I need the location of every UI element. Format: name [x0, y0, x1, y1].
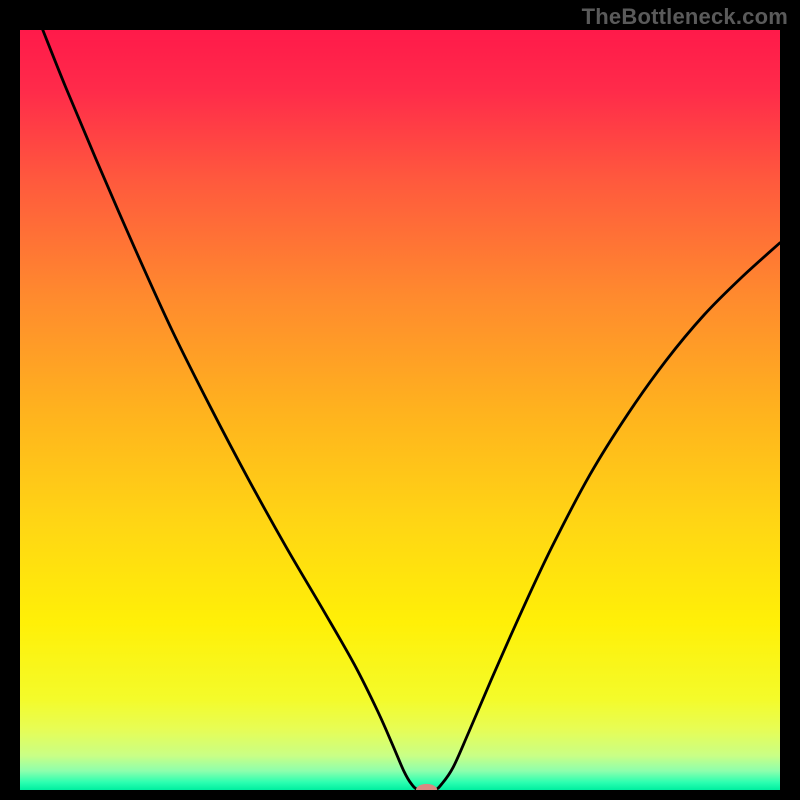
minimum-marker: [416, 784, 437, 796]
watermark-text: TheBottleneck.com: [582, 4, 788, 30]
chart-frame: TheBottleneck.com: [0, 0, 800, 800]
plot-gradient-background: [20, 30, 780, 790]
bottleneck-curve-chart: [0, 0, 800, 800]
